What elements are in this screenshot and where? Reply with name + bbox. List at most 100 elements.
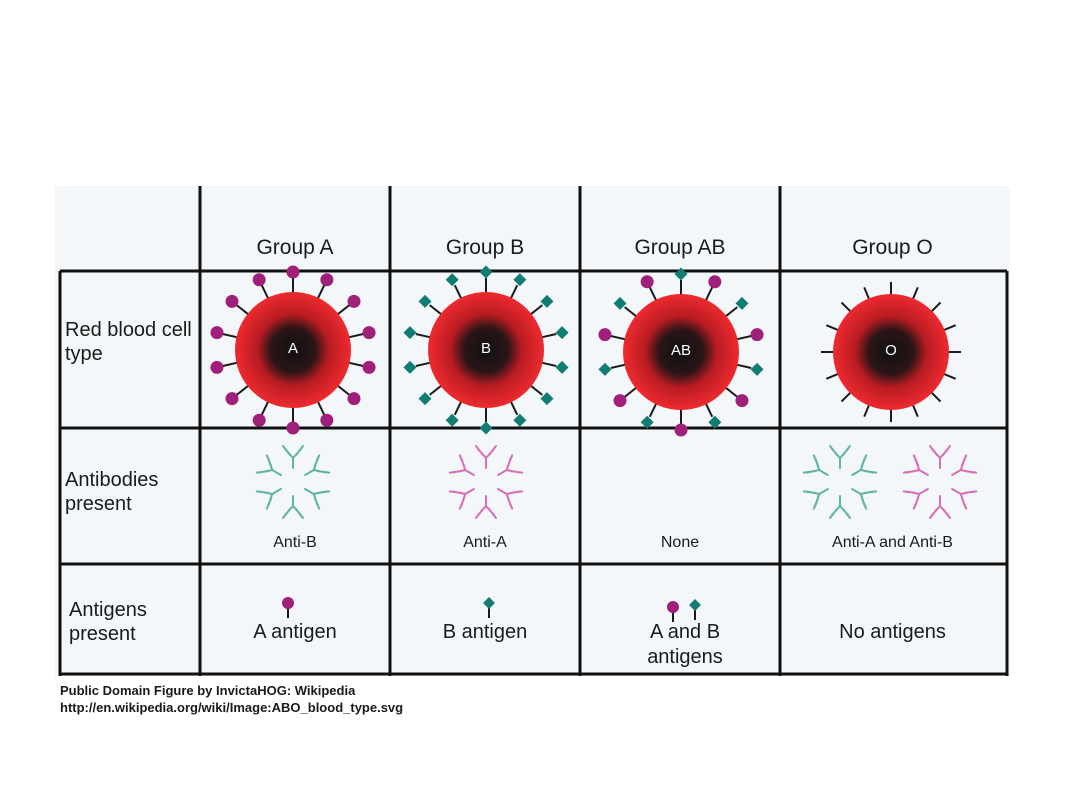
antigen-b-marker (513, 413, 527, 427)
antigen-stem (704, 286, 714, 302)
antigen-stem (453, 400, 463, 416)
surface-tick (942, 324, 957, 332)
anti-b-antibodies-o (802, 445, 878, 519)
antigen-stem (610, 363, 627, 369)
antibodies-label-b: Anti-A (463, 534, 507, 551)
surface-tick (840, 390, 853, 403)
antigen-b-marker (418, 392, 432, 406)
antigen-a-marker (252, 413, 266, 427)
antigen-stem (624, 306, 638, 318)
antibodies-label-a: Anti-B (273, 534, 317, 551)
antigen-a-marker (640, 275, 654, 289)
antibody-y (851, 488, 878, 510)
antigen-stem (260, 400, 270, 416)
antigen-b-marker (708, 415, 722, 429)
antibody-y (448, 454, 475, 476)
antibody-y (497, 488, 524, 510)
antigen-stem (704, 402, 714, 418)
antigen-stem (540, 361, 557, 367)
antigen-b-marker (735, 296, 749, 310)
antigen-a-marker (750, 328, 764, 342)
antigen-a-icon (667, 601, 679, 613)
antibody-stroke (829, 495, 851, 519)
image-credit: Public Domain Figure by InvictaHOG: Wiki… (60, 682, 403, 716)
antigen-b-marker (613, 296, 627, 310)
antigen-a-marker (674, 423, 688, 437)
antibody-y (304, 488, 331, 510)
cell-body (833, 294, 949, 410)
antibody-stroke (304, 454, 331, 476)
antibody-y (255, 454, 282, 476)
antigen-stem (415, 361, 432, 367)
antigen-stem (509, 400, 519, 416)
antibody-y (282, 445, 304, 469)
antigen-a-marker (362, 326, 376, 340)
antigen-a-marker (708, 275, 722, 289)
antibody-stroke (255, 488, 282, 510)
antibody-y (802, 454, 829, 476)
antibody-y (475, 445, 497, 469)
antigen-a-marker (286, 265, 300, 279)
surface-tick (825, 372, 840, 380)
antigen-a-marker (613, 394, 627, 408)
antibody-stroke (304, 488, 331, 510)
antibody-stroke (851, 488, 878, 510)
antigen-b-marker (479, 265, 493, 279)
cell-body (623, 294, 739, 410)
antibody-y (802, 488, 829, 510)
antigen-a-marker (347, 294, 361, 308)
antigen-stem (724, 306, 738, 318)
antibody-stroke (929, 445, 951, 469)
antigen-a-marker (286, 421, 300, 435)
antigen-stem (222, 333, 239, 339)
col-header-group-ab: Group AB (634, 236, 726, 259)
antigen-stem (648, 402, 658, 418)
antigen-a-marker (225, 392, 239, 406)
antigen-stem (316, 400, 326, 416)
antibody-glyphs (255, 445, 978, 519)
antibody-stroke (951, 454, 978, 476)
abo-blood-type-table: Group A Group B Group AB Group O Red blo… (55, 186, 1010, 676)
cell-letter-ab: AB (670, 342, 691, 359)
antigens-label-o: No antigens (839, 621, 946, 643)
cell-letter-o: O (885, 342, 897, 359)
antibody-y (951, 488, 978, 510)
antigen-stem (540, 333, 557, 339)
antibody-stroke (255, 454, 282, 476)
antibody-y (902, 488, 929, 510)
antigen-stem (236, 304, 250, 316)
antibody-stroke (851, 454, 878, 476)
antibody-y (951, 454, 978, 476)
antigen-stem (260, 284, 270, 300)
cell-body (235, 292, 351, 408)
cell-body (428, 292, 544, 408)
antigen-stem (529, 304, 543, 316)
antigen-a-marker (362, 360, 376, 374)
antibody-y (902, 454, 929, 476)
antibody-stroke (902, 454, 929, 476)
antibody-stroke (802, 454, 829, 476)
antibody-y (497, 454, 524, 476)
antigen-a-marker (225, 294, 239, 308)
antigen-a-marker (320, 273, 334, 287)
antigen-b-marker (540, 392, 554, 406)
antibody-stroke (448, 454, 475, 476)
antigens-label-b: B antigen (442, 621, 528, 643)
antigen-b-marker (674, 267, 688, 281)
antigen-stem (336, 384, 350, 396)
antigen-a-marker (210, 360, 224, 374)
antigen-b-marker (640, 415, 654, 429)
surface-tick (942, 372, 957, 380)
antigen-stem (429, 304, 443, 316)
antigen-stem (610, 335, 627, 341)
credit-line-1: Public Domain Figure by InvictaHOG: Wiki… (60, 683, 356, 698)
antigen-stem (347, 361, 364, 367)
antigen-b-marker (403, 326, 417, 340)
row-header-antibodies: Antibodies present (65, 469, 159, 515)
red-blood-cells (210, 265, 961, 437)
antibody-stroke (475, 445, 497, 469)
antibody-y (448, 488, 475, 510)
antigen-b-marker (555, 326, 569, 340)
antibodies-label-ab: None (660, 534, 700, 551)
col-header-group-b: Group B (445, 236, 525, 259)
